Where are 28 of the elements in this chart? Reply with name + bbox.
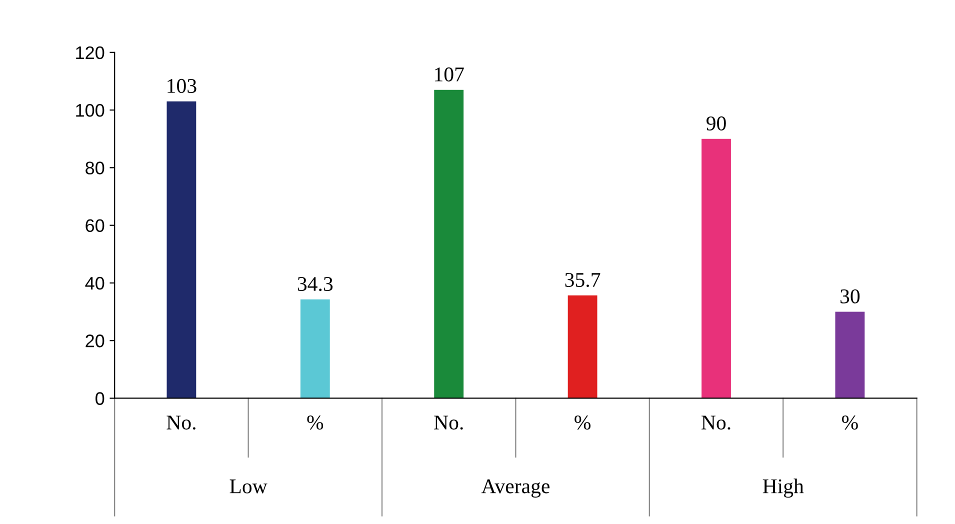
text: Low [230, 480, 268, 494]
bar [434, 90, 464, 398]
x-tick-label: No. [166, 416, 196, 430]
y-tick-label: 120 [76, 46, 104, 60]
bar [300, 299, 330, 398]
bar [568, 295, 598, 398]
bar [166, 101, 196, 398]
data-label: 30 [840, 289, 860, 304]
x-tick-label: % [574, 416, 591, 430]
y-tick-label: 20 [86, 334, 104, 348]
data-label: 90 [706, 116, 726, 130]
y-tick-label: 40 [85, 276, 104, 290]
data-label: 107 [435, 67, 464, 82]
data-label: 35.7 [565, 272, 600, 288]
data-label: 34.3 [298, 276, 333, 292]
x-tick-label: No. [434, 416, 463, 430]
x-tick-label: No. [702, 416, 730, 430]
data-label: 103 [168, 78, 196, 93]
bar [835, 312, 865, 398]
y-tick-label: 100 [76, 104, 104, 117]
x-tick-label: % [307, 416, 324, 430]
text: High [762, 478, 804, 498]
y-tick-label: 80 [86, 162, 104, 174]
x-tick-label: % [842, 416, 858, 430]
bar [702, 138, 731, 398]
y-tick-label: 0 [96, 392, 104, 405]
text: Average [481, 479, 550, 498]
y-tick-label: 60 [86, 219, 104, 232]
